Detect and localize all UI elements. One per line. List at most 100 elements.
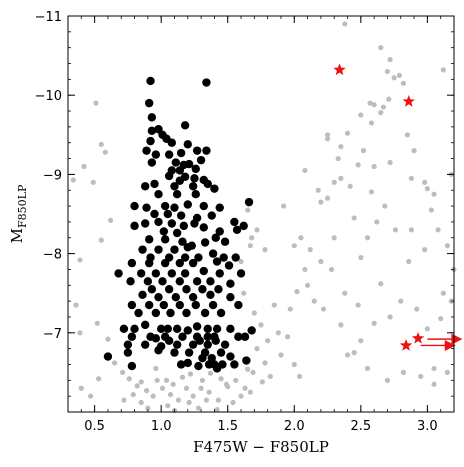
field-star-point (206, 389, 212, 395)
cluster-point (212, 364, 222, 373)
cluster-point (144, 300, 154, 310)
field-star-point (187, 371, 194, 377)
cluster-point (191, 300, 200, 310)
cluster-point (138, 245, 147, 254)
cluster-point (176, 148, 186, 158)
field-star-point (424, 326, 430, 332)
field-star-point (355, 162, 361, 168)
cluster-point (141, 182, 150, 191)
cluster-point (171, 158, 181, 167)
cluster-point (172, 228, 182, 238)
field-star-point (428, 207, 434, 213)
cluster-point (200, 238, 210, 247)
field-star-point (338, 175, 344, 181)
x-tick-label: 3.0 (417, 419, 438, 434)
cluster-point (216, 348, 226, 357)
cluster-point (188, 340, 198, 349)
field-star-point (378, 45, 384, 51)
field-star-point (344, 352, 351, 358)
field-star-point (440, 290, 446, 296)
cluster-point (203, 332, 212, 341)
cluster-point (194, 253, 203, 262)
cluster-point (183, 358, 192, 368)
y-tick-label: −7 (43, 327, 62, 342)
cluster-point (192, 277, 202, 286)
highlight-objects (333, 63, 463, 351)
cluster-point (180, 253, 190, 262)
field-star-point (90, 179, 96, 185)
cluster-point (146, 136, 155, 146)
field-star-point (218, 376, 224, 382)
field-star-point (262, 247, 268, 253)
cluster-point (154, 292, 163, 302)
field-star-point (431, 191, 437, 197)
cluster-point (164, 336, 174, 345)
field-star-point (294, 289, 300, 295)
field-star-point (281, 203, 287, 209)
red-star-marker (411, 331, 425, 344)
cluster-point (142, 203, 151, 212)
x-tick-label: 2.0 (284, 419, 305, 434)
cluster-point (142, 146, 151, 155)
field-star-point (167, 391, 174, 398)
field-star-point (380, 104, 387, 110)
cluster-point (240, 332, 250, 341)
field-star-point (94, 320, 100, 326)
field-star-point (444, 369, 450, 375)
cluster-point (184, 159, 194, 169)
cluster-point (198, 285, 207, 294)
field-star-point (311, 298, 317, 304)
field-star-point (77, 257, 83, 263)
field-star-point (78, 385, 84, 391)
x-tick-label: 1.5 (217, 419, 238, 434)
cluster-point (126, 277, 135, 286)
cluster-point (167, 219, 177, 228)
cluster-point (230, 360, 239, 369)
cluster-point (194, 361, 203, 371)
field-star-point (351, 350, 357, 356)
field-star-point (163, 377, 170, 383)
field-star-point (238, 258, 244, 265)
field-star-point (203, 397, 210, 403)
cluster-point (230, 217, 239, 227)
cluster-point (163, 209, 173, 219)
cluster-point (160, 235, 170, 244)
field-star-point (378, 281, 384, 287)
cluster-point (175, 300, 185, 310)
cluster-point (183, 200, 192, 209)
cluster-point (141, 320, 150, 330)
cluster-point (134, 308, 143, 318)
y-axis-label: MF850LP (8, 184, 29, 243)
field-star-point (378, 110, 384, 116)
field-star-point (250, 369, 256, 375)
cluster-point (211, 233, 220, 242)
field-star-point (291, 361, 297, 368)
field-star-point (165, 403, 171, 409)
field-star-point (431, 381, 437, 387)
cluster-point (114, 269, 123, 278)
field-star-point (328, 266, 335, 273)
cluster-point (195, 336, 204, 345)
y-tick-label: −10 (35, 89, 62, 104)
field-star-point (324, 132, 331, 138)
cluster-point (203, 179, 212, 189)
field-star-point (396, 72, 403, 78)
cluster-point (175, 176, 185, 185)
cluster-point (103, 352, 113, 361)
cluster-point (146, 76, 155, 86)
cluster-point (180, 121, 190, 130)
cluster-point (123, 340, 133, 349)
cluster-point (141, 219, 150, 228)
field-star-point (382, 203, 388, 209)
cluster-point (226, 352, 235, 361)
y-tick-label: −9 (43, 168, 62, 183)
field-star-point (364, 235, 371, 241)
cluster-point (167, 138, 177, 147)
field-star-point (422, 247, 428, 253)
field-star-point (138, 399, 144, 406)
cluster-point (190, 219, 199, 228)
field-star-point (444, 243, 450, 249)
cluster-point (130, 221, 139, 231)
cluster-point (207, 353, 216, 363)
cluster-point (178, 237, 187, 246)
